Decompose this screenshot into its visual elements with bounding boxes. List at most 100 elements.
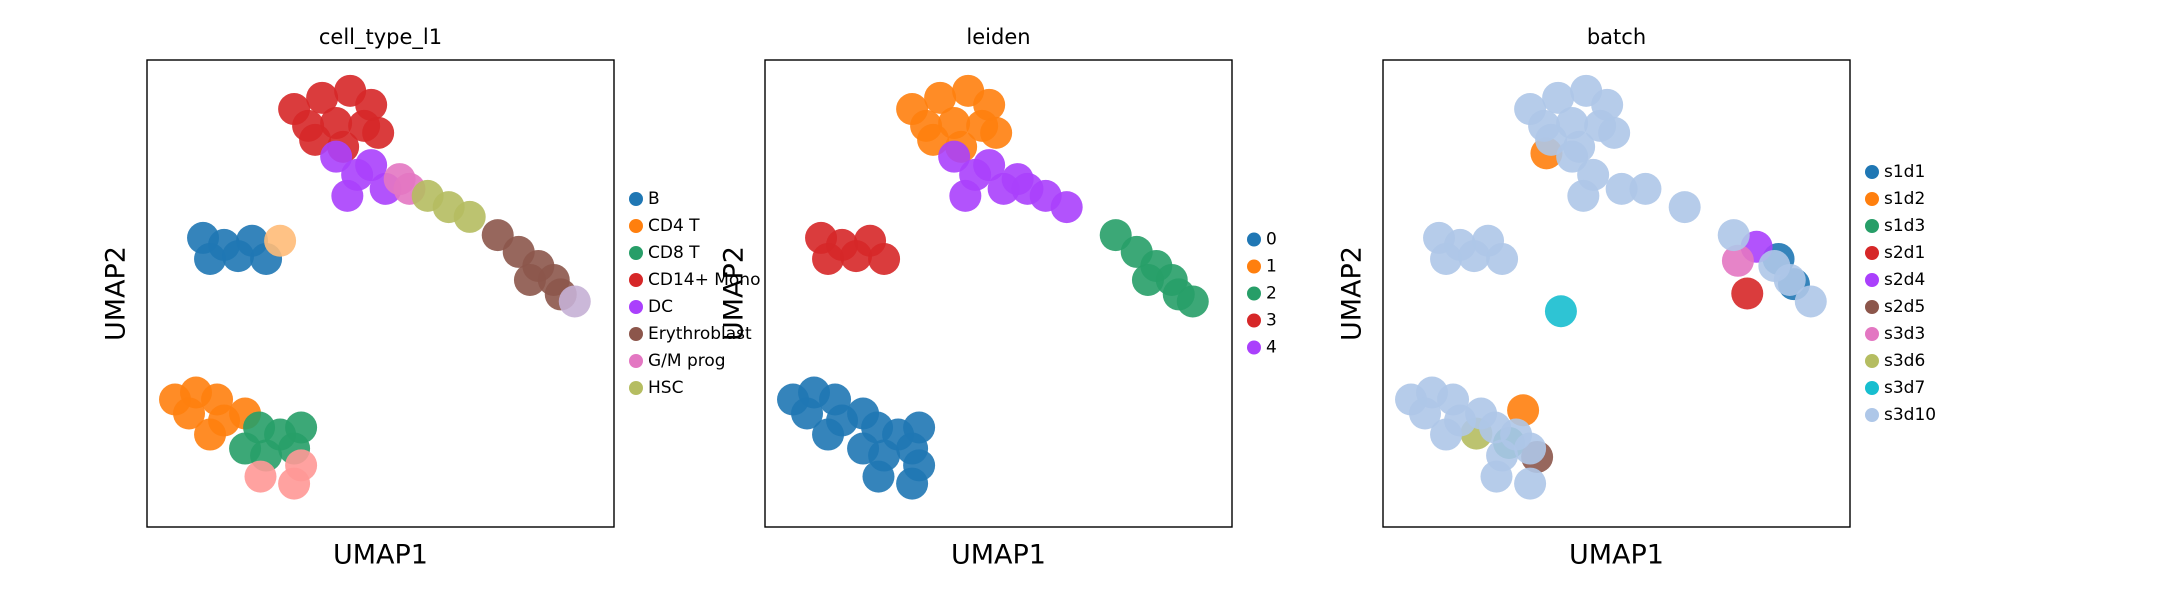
x-axis-label: UMAP1 — [333, 540, 428, 571]
cell-point — [1458, 240, 1491, 273]
legend-marker — [629, 354, 643, 368]
cell-point — [1514, 467, 1547, 500]
legend-label: s2d1 — [1884, 243, 1925, 263]
cell-point — [1507, 394, 1540, 427]
cell-point — [285, 411, 318, 444]
legend-label: 2 — [1266, 284, 1277, 304]
cell-point — [285, 449, 318, 482]
plot-frame — [1382, 59, 1851, 528]
cell-point — [173, 397, 206, 430]
legend-label: G/M prog — [648, 351, 726, 371]
cell-point — [331, 179, 364, 212]
legend-label: 3 — [1266, 311, 1277, 331]
legend-label: Erythroblast — [648, 324, 752, 344]
cell-point — [1176, 285, 1209, 318]
cell-point — [1430, 242, 1463, 275]
legend-label: CD8 T — [648, 243, 700, 263]
legend-label: 4 — [1266, 338, 1277, 358]
legend-marker — [1247, 232, 1261, 247]
y-axis-label: UMAP2 — [719, 246, 750, 341]
cell-point — [264, 224, 297, 257]
legend-marker — [1247, 286, 1261, 301]
cell-point — [229, 432, 262, 465]
cell-point — [1717, 219, 1750, 252]
cell-point — [862, 460, 895, 493]
cell-point — [244, 460, 277, 493]
legend-label: 1 — [1266, 257, 1277, 277]
cell-point — [938, 140, 971, 173]
cell-point — [1542, 81, 1575, 114]
legend-marker — [629, 192, 643, 206]
cell-point — [949, 179, 982, 212]
legend-label: CD14+ Mono — [648, 270, 760, 290]
cell-point — [558, 285, 591, 318]
legend-marker — [1865, 192, 1879, 206]
cell-point — [812, 418, 845, 451]
legend-marker — [1865, 300, 1879, 314]
legend-label: s3d3 — [1884, 324, 1925, 344]
legend-marker — [1247, 259, 1261, 274]
legend-marker — [1865, 354, 1879, 368]
y-axis-label: UMAP2 — [101, 246, 132, 341]
legend-marker — [1865, 381, 1879, 395]
cell-point — [1556, 140, 1589, 173]
cell-point — [903, 449, 936, 482]
legend-marker — [629, 300, 643, 314]
legend-label: s1d1 — [1884, 162, 1925, 182]
cell-point — [1731, 277, 1764, 310]
legend-label: CD4 T — [648, 216, 700, 236]
legend-marker — [1865, 219, 1879, 233]
cell-point — [1598, 116, 1631, 149]
legend-marker — [1247, 313, 1261, 328]
cell-point — [1794, 285, 1827, 318]
cell-point — [1567, 179, 1600, 212]
cell-point — [791, 397, 824, 430]
cell-point — [1773, 263, 1806, 296]
cell-point — [903, 411, 936, 444]
cell-point — [320, 140, 353, 173]
legend-label: s2d5 — [1884, 297, 1925, 317]
plot-frame — [764, 59, 1233, 528]
cell-point — [1605, 172, 1638, 205]
legend-marker — [629, 219, 643, 233]
legend-label: B — [648, 189, 660, 209]
legend-marker — [1865, 165, 1879, 179]
cell-point — [306, 81, 339, 114]
cell-point — [453, 200, 486, 233]
cell-point — [1050, 191, 1083, 224]
cell-point — [1721, 244, 1754, 277]
legend-marker — [1247, 340, 1261, 355]
legend-marker — [629, 246, 643, 260]
legend-marker — [629, 381, 643, 395]
cell-point — [1514, 432, 1547, 465]
panel-title: leiden — [966, 25, 1030, 49]
legend-marker — [629, 327, 643, 341]
cell-point — [1430, 418, 1463, 451]
legend-label: s3d10 — [1884, 405, 1936, 425]
legend-marker — [1865, 246, 1879, 260]
legend-label: DC — [648, 297, 673, 317]
cell-point — [513, 263, 546, 296]
cell-point — [847, 432, 880, 465]
legend-marker — [1865, 408, 1879, 422]
cell-point — [840, 240, 873, 273]
x-axis-label: UMAP1 — [1569, 540, 1664, 571]
cell-point — [1668, 191, 1701, 224]
cell-point — [194, 242, 227, 275]
cell-point — [1409, 397, 1442, 430]
legend-marker — [1865, 273, 1879, 287]
plot-frame — [146, 59, 615, 528]
cell-point — [980, 116, 1013, 149]
cell-point — [194, 418, 227, 451]
cell-point — [1131, 263, 1164, 296]
legend-label: s1d2 — [1884, 189, 1925, 209]
legend-label: s3d6 — [1884, 351, 1925, 371]
cell-point — [1629, 172, 1662, 205]
cell-point — [812, 242, 845, 275]
panel-title: batch — [1587, 25, 1646, 49]
x-axis-label: UMAP1 — [951, 540, 1046, 571]
legend-marker — [1865, 327, 1879, 341]
cell-point — [973, 149, 1006, 182]
cell-point — [362, 116, 395, 149]
